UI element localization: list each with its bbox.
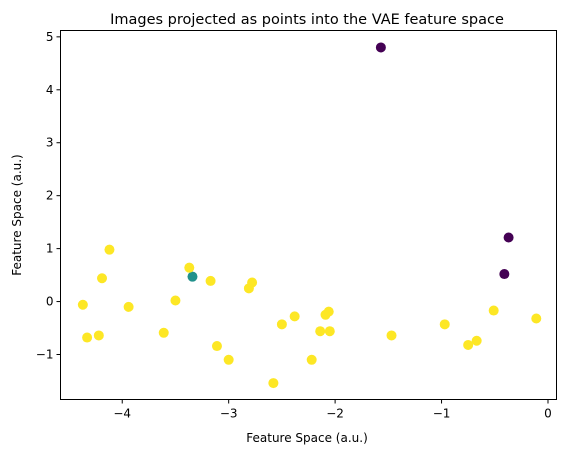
y-tick-label: 2 [46,189,54,203]
data-point [97,273,108,284]
data-point [503,232,514,243]
data-point [531,313,542,324]
data-point [93,330,104,341]
data-point [211,341,222,352]
axis-ticks: −4 −3 −2 −1 0 −1 0 1 2 3 4 5 [36,30,552,421]
x-tick-label: 0 [544,407,552,421]
x-axis-label: Feature Space (a.u.) [246,431,368,445]
x-tick-label: −2 [326,407,344,421]
y-tick-label: 5 [46,30,54,44]
data-point [205,275,216,286]
data-point [158,327,169,338]
chart-title: Images projected as points into the VAE … [110,12,504,28]
y-tick-label: 0 [46,295,54,309]
y-axis-label: Feature Space (a.u.) [10,154,24,276]
data-point [170,295,181,306]
x-tick-label: −1 [433,407,451,421]
data-point [187,271,198,282]
y-tick-label: 4 [46,83,54,97]
y-tick-label: 3 [46,136,54,150]
data-point [247,277,258,288]
data-point [289,311,300,322]
data-point [463,339,474,350]
data-point [315,326,326,337]
data-point [499,269,510,280]
data-point [123,301,134,312]
plot-frame [60,30,557,400]
x-tick-label: −4 [113,407,131,421]
data-point [488,305,499,316]
data-point [223,354,234,365]
data-point [268,378,279,389]
data-point [82,332,93,343]
plot-area [77,42,542,389]
data-point [276,319,287,330]
data-point [104,244,115,255]
data-point [323,306,334,317]
data-point [439,319,450,330]
data-point [306,354,317,365]
y-tick-label: −1 [36,348,54,362]
y-tick-label: 1 [46,242,54,256]
x-tick-label: −3 [220,407,238,421]
data-point [77,299,88,310]
data-point [386,330,397,341]
data-point [324,326,335,337]
data-point [184,262,195,273]
data-point [375,42,386,53]
data-point [471,335,482,346]
